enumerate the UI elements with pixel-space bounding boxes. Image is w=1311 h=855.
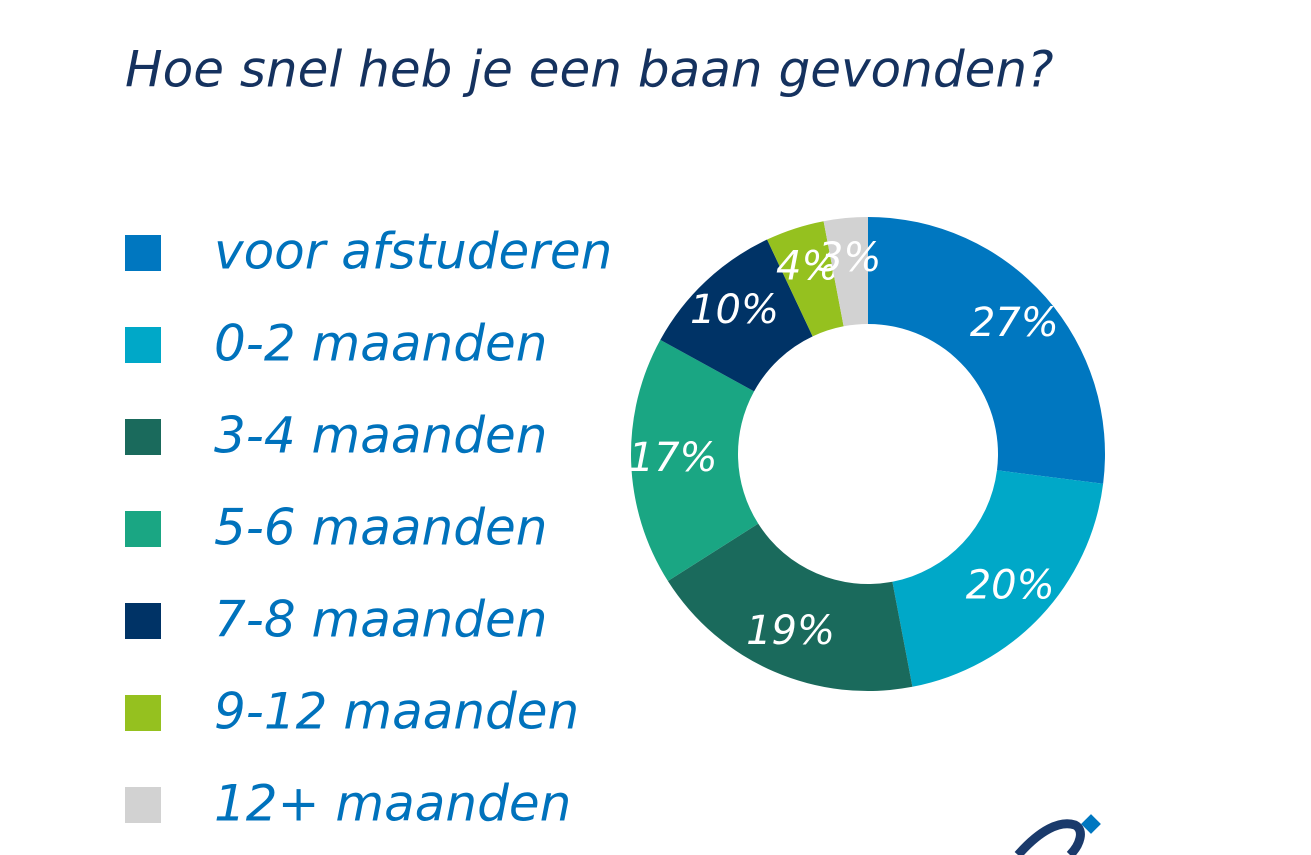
legend-swatch	[125, 235, 161, 271]
donut-segment	[660, 239, 813, 392]
legend-label: 7-8 maanden	[214, 591, 547, 649]
logo	[1014, 814, 1101, 855]
donut-segment	[823, 217, 868, 327]
legend-label: 9-12 maanden	[214, 683, 579, 741]
data-label: 20%	[966, 562, 1055, 608]
legend-swatch	[125, 419, 161, 455]
donut-segment	[868, 217, 1106, 484]
chart-title: Hoe snel heb je een baan gevonden?	[125, 41, 1054, 99]
data-label: 4%	[776, 244, 839, 290]
donut-segment	[892, 470, 1104, 687]
legend-label: voor afstuderen	[214, 223, 612, 281]
legend-label: 3-4 maanden	[214, 407, 547, 465]
legend-label: 0-2 maanden	[214, 315, 547, 373]
legend-swatch	[125, 327, 161, 363]
donut-segment	[631, 339, 759, 581]
data-label: 19%	[746, 608, 835, 654]
legend-swatch	[125, 787, 161, 823]
legend-label: 12+ maanden	[214, 775, 571, 833]
data-label: 17%	[629, 435, 718, 481]
donut-segment	[667, 523, 913, 691]
logo-mark	[1014, 819, 1085, 855]
donut-segment	[767, 221, 844, 337]
data-label: 10%	[690, 287, 779, 333]
legend-swatch	[125, 695, 161, 731]
legend-label: 5-6 maanden	[214, 499, 547, 557]
data-label: 3%	[818, 235, 881, 281]
legend-swatch	[125, 511, 161, 547]
legend-swatch	[125, 603, 161, 639]
data-label: 27%	[970, 300, 1059, 346]
logo-dot	[1081, 814, 1101, 834]
